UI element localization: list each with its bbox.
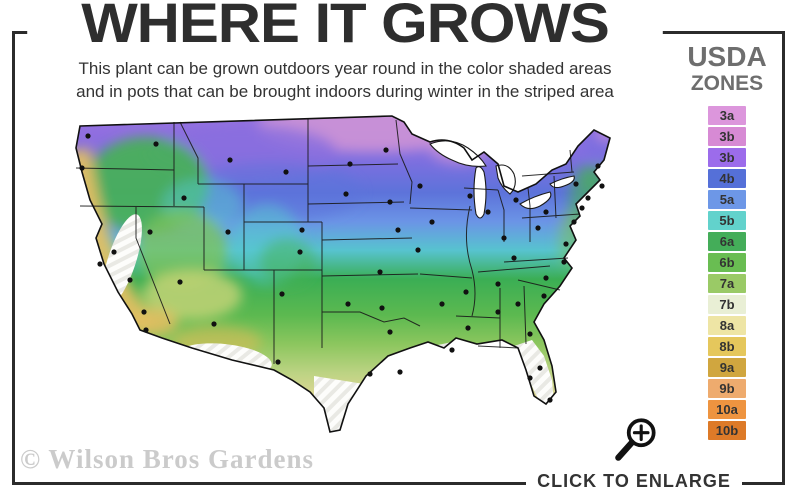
zone-chip: 9a [708, 358, 746, 377]
usda-zones-legend: USDA ZONES 3a 3b 3b 4b 5a 5b 6a 6b 7a 7b 8a 8b 9a 9b 1… [686, 42, 768, 442]
legend-title-zones: ZONES [690, 72, 764, 95]
state-boundaries [75, 118, 581, 364]
zone-chip: 3b [708, 148, 746, 167]
legend-title-usda: USDA [687, 41, 767, 72]
zone-chip: 5b [708, 211, 746, 230]
zoom-in-icon[interactable] [610, 414, 662, 466]
zone-chip: 4b [708, 169, 746, 188]
us-outline [75, 115, 611, 433]
subtitle-line-2: and in pots that can be brought indoors … [76, 81, 614, 101]
zone-chip: 3b [708, 127, 746, 146]
zone-shading [76, 116, 610, 432]
subtitle: This plant can be grown outdoors year ro… [45, 58, 645, 104]
subtitle-line-1: This plant can be grown outdoors year ro… [78, 59, 612, 78]
zone-list: 3a 3b 3b 4b 5a 5b 6a 6b 7a 7b 8a 8b 9a 9b 10a 10b [686, 106, 768, 440]
zone-chip: 7a [708, 274, 746, 293]
page-title: WHERE IT GROWS [27, 0, 663, 52]
zone-chip: 10b [708, 421, 746, 440]
click-to-enlarge-button[interactable]: CLICK TO ENLARGE [526, 468, 742, 494]
zone-chip: 8b [708, 337, 746, 356]
zone-chip: 6b [708, 253, 746, 272]
usda-zone-map-svg [75, 115, 611, 433]
zone-chip: 3a [708, 106, 746, 125]
zone-chip: 9b [708, 379, 746, 398]
zone-chip: 10a [708, 400, 746, 419]
zone-chip: 5a [708, 190, 746, 209]
zone-chip: 6a [708, 232, 746, 251]
zone-chip: 8a [708, 316, 746, 335]
watermark: © Wilson Bros Gardens [20, 444, 314, 474]
city-dots [79, 133, 605, 403]
usda-zone-map[interactable] [52, 110, 692, 470]
zone-chip: 7b [708, 295, 746, 314]
